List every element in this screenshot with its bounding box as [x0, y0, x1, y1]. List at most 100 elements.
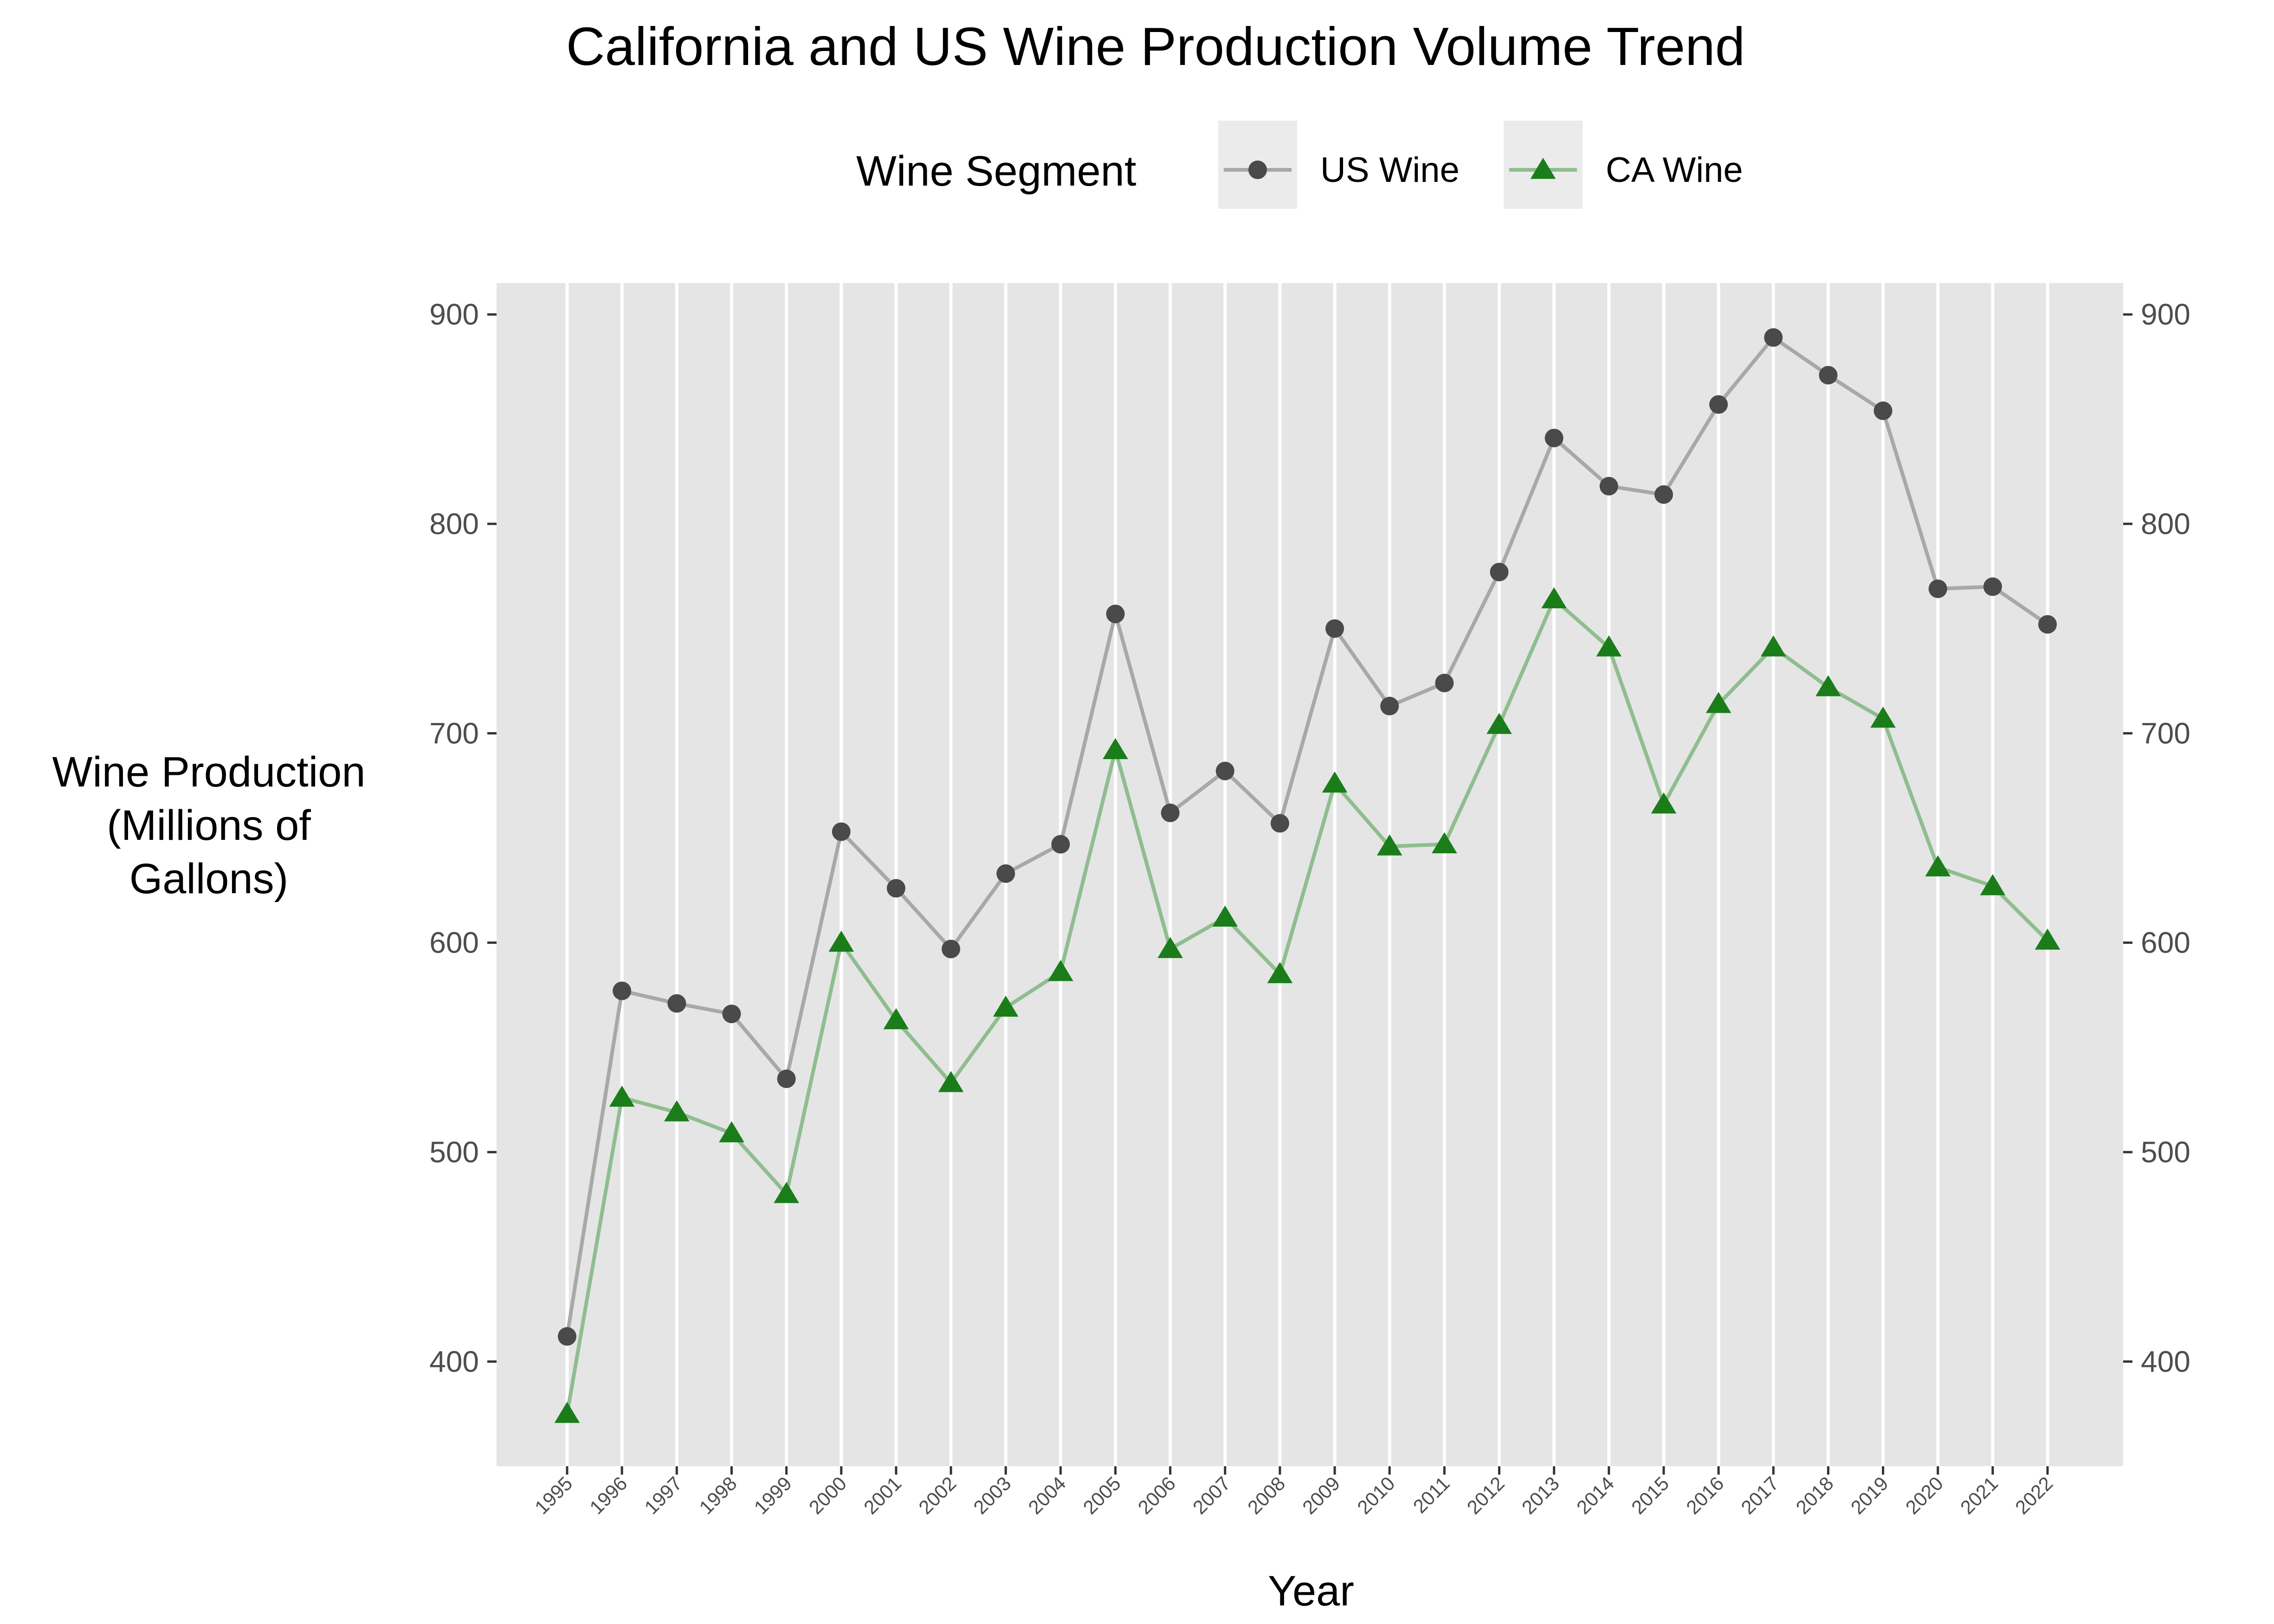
x-tick-label: 2001 — [859, 1472, 905, 1518]
x-tick-label: 2013 — [1518, 1472, 1563, 1518]
data-point — [1983, 577, 2002, 596]
data-point — [828, 930, 854, 952]
data-point — [1270, 814, 1289, 833]
x-tick-label: 1999 — [750, 1472, 796, 1518]
legend-key-marker — [1530, 158, 1556, 179]
data-point — [1928, 579, 1947, 598]
data-point — [1819, 366, 1838, 385]
x-tick-label: 2005 — [1079, 1472, 1125, 1518]
data-point — [1435, 674, 1454, 693]
data-point — [1709, 395, 1728, 414]
data-point — [1106, 605, 1125, 624]
y-axis-title: Wine Production (Millions of Gallons) — [52, 748, 366, 902]
y-tick-label-left: 500 — [429, 1135, 479, 1169]
data-point — [1215, 761, 1234, 780]
legend-key-marker — [1248, 161, 1267, 179]
series-line — [565, 597, 2049, 1414]
x-tick-label: 2000 — [805, 1472, 851, 1518]
data-point — [1051, 835, 1070, 854]
data-point — [667, 994, 686, 1013]
data-point — [886, 879, 905, 898]
x-tick-label: 2022 — [2011, 1472, 2057, 1518]
x-tick-label: 2016 — [1682, 1472, 1728, 1518]
data-point — [1103, 738, 1128, 759]
x-tick-label: 1997 — [640, 1472, 686, 1518]
data-point — [664, 1100, 690, 1121]
data-point — [1651, 792, 1677, 814]
data-point — [1048, 960, 1073, 981]
data-point — [1432, 832, 1457, 854]
data-point — [1380, 696, 1399, 715]
data-point — [558, 1327, 576, 1346]
data-point — [1544, 428, 1563, 447]
series-ca-wine — [554, 587, 2061, 1423]
x-tick-label: 1996 — [585, 1472, 631, 1518]
x-tick-label: 2004 — [1024, 1472, 1070, 1518]
chart-title: California and US Wine Production Volume… — [566, 16, 1745, 77]
data-point — [1376, 834, 1402, 856]
data-point — [938, 1071, 964, 1092]
x-tick-label: 2012 — [1463, 1472, 1509, 1518]
x-tick-label: 2011 — [1409, 1472, 1454, 1517]
data-point — [1596, 635, 1622, 657]
data-point — [1157, 937, 1183, 958]
x-tick-label: 2007 — [1189, 1472, 1234, 1518]
x-tick-label: 2021 — [1956, 1472, 2002, 1518]
y-tick-label-left: 600 — [429, 926, 479, 960]
legend: Wine Segment US Wine CA Wine — [856, 121, 1743, 209]
legend-title: Wine Segment — [856, 148, 1136, 195]
series-us-wine — [558, 328, 2057, 1346]
plot-area: 400 400 500 500 600 600 700 700 800 800 900 900 1995… — [429, 283, 2190, 1518]
y-tick-label-right: 600 — [2141, 926, 2190, 960]
x-tick-label: 2018 — [1791, 1472, 1837, 1518]
data-point — [1980, 874, 2006, 896]
y-tick-label-right: 700 — [2141, 716, 2190, 750]
x-axis-title: Year — [1268, 1567, 1354, 1615]
y-tick-label-left: 400 — [429, 1345, 479, 1378]
y-tick-label-right: 400 — [2141, 1345, 2190, 1378]
data-point — [1706, 692, 1731, 713]
x-tick-label: 2006 — [1134, 1472, 1180, 1518]
data-point — [942, 940, 961, 959]
data-point — [1267, 962, 1293, 983]
data-point — [996, 864, 1015, 883]
legend-item: US Wine — [1218, 121, 1460, 209]
x-tick-label: 2020 — [1901, 1472, 1947, 1518]
x-tick-label: 2009 — [1298, 1472, 1344, 1518]
y-tick-label-right: 800 — [2141, 507, 2190, 541]
x-tick-label: 2008 — [1243, 1472, 1289, 1518]
data-point — [2038, 615, 2057, 634]
x-tick-label: 2010 — [1353, 1472, 1399, 1518]
data-point — [1654, 485, 1673, 504]
x-tick-label: 2017 — [1737, 1472, 1783, 1518]
y-axis-title-line: Wine Production — [52, 748, 366, 796]
data-point — [1541, 587, 1567, 609]
data-point — [1815, 675, 1841, 696]
y-tick-label-left: 800 — [429, 507, 479, 541]
data-point — [1490, 562, 1509, 581]
y-tick-label-right: 900 — [2141, 298, 2190, 331]
data-point — [1764, 328, 1783, 347]
data-point — [832, 822, 851, 841]
data-point — [722, 1005, 741, 1024]
data-point — [1760, 635, 1786, 657]
data-point — [1925, 855, 1951, 876]
y-axis-title-line: Gallons) — [129, 855, 289, 902]
data-point — [2035, 928, 2061, 950]
data-point — [1212, 905, 1238, 927]
series-line — [565, 335, 2049, 1337]
y-tick-label-left: 900 — [429, 298, 479, 331]
data-point — [774, 1182, 799, 1203]
data-point — [1873, 401, 1893, 420]
x-tick-label: 2002 — [914, 1472, 960, 1518]
legend-label: CA Wine — [1606, 150, 1743, 190]
data-point — [609, 1085, 635, 1107]
data-point — [613, 981, 632, 1000]
y-axis-title-line: (Millions of — [107, 802, 311, 849]
x-tick-label: 1998 — [695, 1472, 741, 1518]
data-point — [993, 995, 1019, 1017]
data-point — [1325, 619, 1344, 638]
y-tick-label-left: 700 — [429, 716, 479, 750]
data-point — [883, 1008, 909, 1030]
